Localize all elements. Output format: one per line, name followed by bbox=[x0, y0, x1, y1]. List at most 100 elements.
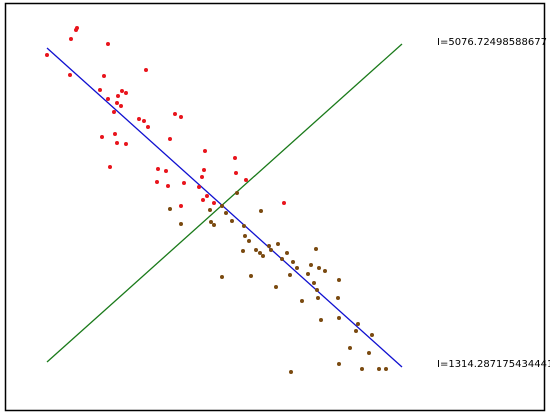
point bbox=[243, 234, 247, 238]
point bbox=[156, 167, 160, 171]
point bbox=[201, 198, 205, 202]
point bbox=[309, 263, 313, 267]
point bbox=[300, 299, 304, 303]
point bbox=[244, 178, 248, 182]
point bbox=[288, 273, 292, 277]
point bbox=[254, 248, 258, 252]
point bbox=[233, 156, 237, 160]
point bbox=[377, 367, 381, 371]
point bbox=[106, 42, 110, 46]
point bbox=[69, 37, 73, 41]
line bbox=[46, 47, 403, 368]
point bbox=[212, 201, 216, 205]
point bbox=[367, 351, 371, 355]
point bbox=[124, 91, 128, 95]
point bbox=[356, 322, 360, 326]
point bbox=[108, 165, 112, 169]
point bbox=[115, 101, 119, 105]
point bbox=[112, 110, 116, 114]
point bbox=[74, 28, 78, 32]
point bbox=[314, 247, 318, 251]
point bbox=[106, 97, 110, 101]
point bbox=[208, 208, 212, 212]
point bbox=[100, 135, 104, 139]
point bbox=[384, 367, 388, 371]
point bbox=[202, 168, 206, 172]
point bbox=[280, 257, 284, 261]
point bbox=[220, 275, 224, 279]
point bbox=[247, 239, 251, 243]
point bbox=[323, 269, 327, 273]
point bbox=[348, 346, 352, 350]
point bbox=[209, 220, 213, 224]
point bbox=[144, 68, 148, 72]
point bbox=[269, 248, 273, 252]
point bbox=[212, 223, 216, 227]
point bbox=[168, 207, 172, 211]
point bbox=[337, 362, 341, 366]
point bbox=[137, 117, 141, 121]
point bbox=[146, 125, 150, 129]
point bbox=[115, 141, 119, 145]
point bbox=[261, 254, 265, 258]
point bbox=[124, 142, 128, 146]
point bbox=[319, 318, 323, 322]
point bbox=[220, 204, 224, 208]
point bbox=[200, 175, 204, 179]
point bbox=[370, 333, 374, 337]
point bbox=[173, 112, 177, 116]
point bbox=[242, 224, 246, 228]
point bbox=[276, 242, 280, 246]
point bbox=[282, 201, 286, 205]
point bbox=[205, 194, 209, 198]
point bbox=[285, 251, 289, 255]
point bbox=[315, 288, 319, 292]
point bbox=[306, 272, 310, 276]
point bbox=[119, 104, 123, 108]
point bbox=[249, 274, 253, 278]
point bbox=[336, 296, 340, 300]
line bbox=[46, 43, 403, 363]
point bbox=[182, 181, 186, 185]
point bbox=[197, 185, 201, 189]
point bbox=[317, 266, 321, 270]
point bbox=[235, 191, 239, 195]
point bbox=[289, 370, 293, 374]
point bbox=[166, 184, 170, 188]
frame bbox=[4, 2, 546, 412]
annotation: I=1314.287175434441 bbox=[437, 359, 550, 370]
point bbox=[113, 132, 117, 136]
point bbox=[155, 180, 159, 184]
point bbox=[98, 88, 102, 92]
point bbox=[241, 249, 245, 253]
annotation: I=5076.72498588677 bbox=[437, 37, 547, 48]
point bbox=[179, 204, 183, 208]
point bbox=[259, 209, 263, 213]
point bbox=[312, 281, 316, 285]
point bbox=[267, 244, 271, 248]
point bbox=[120, 89, 124, 93]
point bbox=[179, 222, 183, 226]
point bbox=[354, 329, 358, 333]
point bbox=[179, 115, 183, 119]
point bbox=[164, 169, 168, 173]
point bbox=[316, 296, 320, 300]
point bbox=[337, 316, 341, 320]
point bbox=[68, 73, 72, 77]
point bbox=[274, 285, 278, 289]
point bbox=[291, 260, 295, 264]
point bbox=[116, 94, 120, 98]
point bbox=[360, 367, 364, 371]
point bbox=[224, 211, 228, 215]
point bbox=[230, 219, 234, 223]
point bbox=[45, 53, 49, 57]
point bbox=[295, 266, 299, 270]
point bbox=[168, 137, 172, 141]
point bbox=[102, 74, 106, 78]
point bbox=[234, 171, 238, 175]
point bbox=[142, 119, 146, 123]
point bbox=[258, 251, 262, 255]
point bbox=[337, 278, 341, 282]
point bbox=[203, 149, 207, 153]
